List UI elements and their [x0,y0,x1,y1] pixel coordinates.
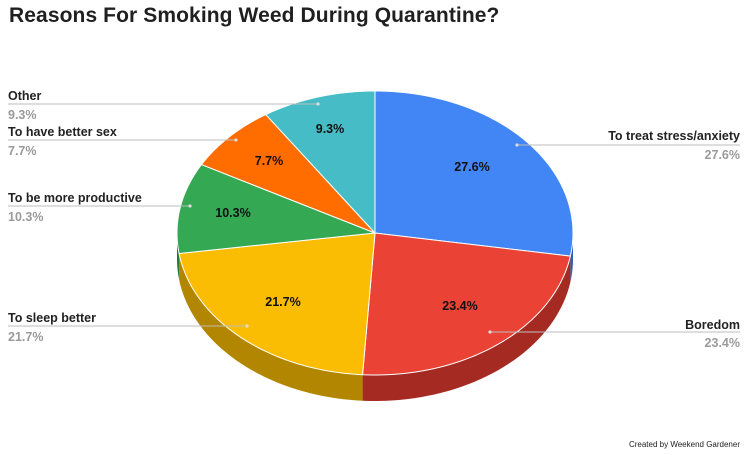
pie-slice-1[interactable] [362,232,571,376]
pie-labels: To treat stress/anxiety 27.6% 27.6% Boredom… [8,89,740,350]
leader-dot-5 [316,102,320,106]
slice-data-label-4: 7.7% [255,154,284,168]
leader-dot-3 [188,204,192,208]
slice-data-label-5: 9.3% [316,122,345,136]
pie-slices [176,90,574,376]
slice-label-4: To have better sex [8,125,117,139]
slice-label-5: Other [8,89,41,103]
slice-data-label-3: 10.3% [215,206,250,220]
slice-label-3: To be more productive [8,191,142,205]
pie-side-1 [362,256,571,401]
leader-dot-4 [234,138,238,142]
slice-value-label-2: 21.7% [8,330,43,344]
chart-title: Reasons For Smoking Weed During Quaranti… [9,4,500,27]
slice-label-1: Boredom [685,318,740,332]
slice-data-label-0: 27.6% [454,160,489,174]
credit-text: Created by Weekend Gardener [628,440,740,449]
pie-slice-3[interactable] [176,163,376,254]
leader-dot-2 [245,324,249,328]
slice-value-label-3: 10.3% [8,210,43,224]
slice-data-label-1: 23.4% [442,299,477,313]
slice-label-2: To sleep better [8,311,96,325]
pie-slice-4[interactable] [200,113,376,234]
slice-data-label-2: 21.7% [265,295,300,309]
pie-slice-2[interactable] [178,232,376,376]
leader-dot-0 [515,143,519,147]
pie-slice-0[interactable] [374,90,574,257]
pie-slice-5[interactable] [264,90,376,235]
leader-dot-1 [488,330,492,334]
slice-value-label-5: 9.3% [8,108,37,122]
slice-value-label-1: 23.4% [705,336,740,350]
slice-label-0: To treat stress/anxiety [608,129,740,143]
slice-value-label-0: 27.6% [705,148,740,162]
pie-side-2 [179,253,363,401]
slice-value-label-4: 7.7% [8,144,37,158]
